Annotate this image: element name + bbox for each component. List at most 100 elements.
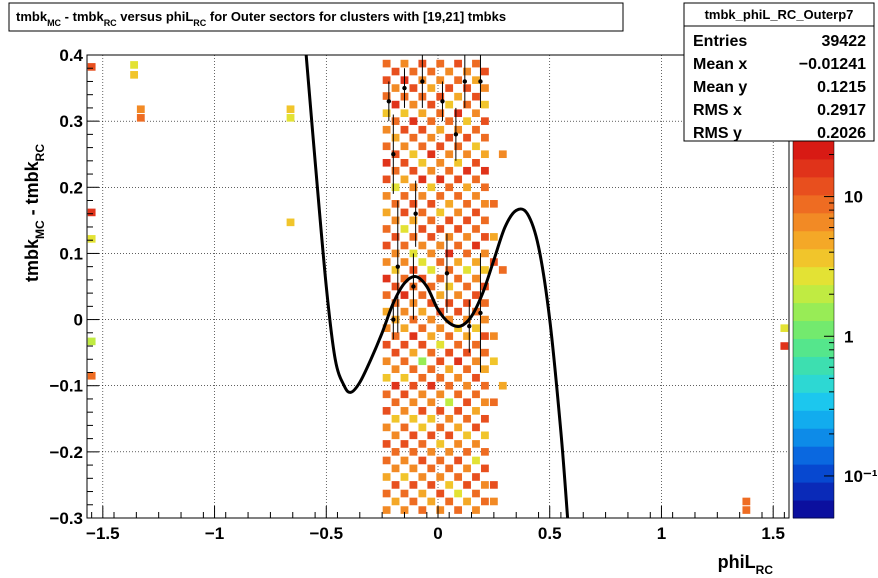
heatmap-cell-247 (454, 241, 463, 250)
profile-point-13 (478, 79, 483, 84)
ylabel-main: tmbk (22, 238, 42, 282)
stats-label-mean-x: Mean x (693, 56, 747, 73)
heatmap-cell-18 (382, 92, 391, 100)
heatmap-cell-65 (391, 414, 400, 423)
palette-segment-15 (793, 230, 834, 250)
heatmap-cell-147 (418, 407, 427, 415)
heatmap-cell-107 (409, 200, 418, 208)
y-tick-label-0: −0.3 (49, 509, 83, 528)
heatmap-cell-150 (418, 456, 427, 465)
heatmap-cell-57 (391, 282, 400, 291)
stats-value-rms-x: 0.2917 (817, 102, 866, 119)
heatmap-cell-26 (382, 225, 391, 233)
heatmap-cell-283 (463, 381, 471, 390)
heatmap-cell-33 (382, 340, 391, 349)
heatmap-cell-322 (481, 117, 489, 125)
grid-lines (87, 54, 789, 519)
heatmap-cell-79 (400, 192, 409, 200)
title-sub-mc: MC (47, 18, 61, 28)
heatmap-cell-347 (489, 233, 498, 241)
palette-segment-2 (793, 464, 834, 483)
heatmap-cell-41 (382, 473, 391, 481)
heatmap-cell-220 (445, 249, 454, 258)
heatmap-cell-100 (409, 84, 418, 92)
heatmap-cell-11 (286, 218, 295, 227)
palette-segment-6 (793, 392, 834, 411)
stats-value-rms-y: 0.2026 (817, 125, 866, 142)
fit-curve (304, 55, 570, 518)
heatmap-cell-356 (498, 381, 507, 390)
heatmap-cell-36 (382, 390, 391, 399)
heatmap-cell-209 (445, 67, 454, 76)
heatmap-cell-151 (418, 473, 427, 481)
palette-segment-9 (793, 338, 834, 357)
heatmap-cell-261 (454, 473, 463, 481)
heatmap-cell-353 (489, 497, 498, 506)
heatmap-cell-186 (436, 142, 445, 151)
palette-segment-17 (793, 194, 834, 214)
heatmap-cell-110 (409, 249, 418, 258)
palette-segment-7 (793, 374, 834, 393)
x-tick-label-4: 0.5 (538, 524, 562, 543)
heatmap-cell-68 (391, 464, 400, 473)
heatmap-cell-278 (463, 299, 471, 307)
heatmap-cell-37 (382, 407, 391, 415)
heatmap-cell-187 (436, 159, 445, 167)
heatmap-cell-351 (489, 398, 498, 407)
heatmap-cell-284 (463, 398, 471, 407)
title-part-4: versus phiL (117, 9, 194, 24)
heatmap-cell-125 (409, 497, 418, 506)
heatmap-cell-190 (436, 208, 445, 217)
heatmap-cell-66 (391, 431, 400, 440)
xlabel-sub: RC (756, 563, 774, 577)
heatmap-cell-292 (472, 76, 480, 84)
heatmap-cell-145 (418, 373, 427, 382)
heatmap-cell-295 (472, 125, 480, 134)
heatmap-cell-134 (418, 192, 427, 200)
heatmap-cell-149 (418, 440, 427, 448)
heatmap-cell-325 (481, 166, 489, 175)
heatmap-cell-273 (463, 216, 471, 225)
heatmap-cell-139 (418, 274, 427, 283)
palette-segment-3 (793, 446, 834, 465)
heatmap-cell-13 (780, 342, 789, 350)
heatmap-cell-39 (382, 440, 391, 448)
heatmap-cell-354 (498, 150, 507, 159)
heatmap-cell-225 (445, 332, 454, 340)
heatmap-cell-298 (472, 175, 480, 184)
heatmap-cell-85 (400, 291, 409, 299)
heatmap-cell-106 (409, 183, 418, 192)
heatmap-cell-60 (391, 332, 400, 340)
heatmap-cell-179 (427, 481, 436, 489)
heatmap-cell-312 (472, 407, 480, 415)
heatmap-cell-169 (427, 315, 436, 324)
heatmap-cell-222 (445, 282, 454, 291)
heatmap-cell-5 (130, 61, 139, 69)
heatmap-cell-131 (418, 142, 427, 151)
heatmap-cell-266 (463, 100, 471, 109)
heatmap-cell-89 (400, 357, 409, 366)
palette-segment-18 (793, 176, 834, 196)
heatmap-cell-246 (454, 225, 463, 233)
heatmap-cell-281 (463, 348, 471, 357)
title-part-6: for Outer sectors for clusters with [19,… (206, 9, 506, 24)
ylabel-mid: - tmbk (22, 160, 42, 220)
heatmap-cell-74 (400, 109, 409, 118)
heatmap-cell-291 (472, 59, 480, 68)
title-part-0: tmbk (16, 9, 48, 24)
heatmap-cell-30 (382, 291, 391, 299)
profile-points-layer (386, 55, 483, 373)
heatmap-cell-135 (418, 208, 427, 217)
heatmap-cell-303 (472, 258, 480, 266)
heatmap-cell-153 (418, 506, 427, 514)
heatmap-cell-276 (463, 266, 471, 274)
heatmap-cell-69 (391, 481, 400, 489)
axes-layer: −1.5 −1 −0.5 0 0.5 1 1.5 −0.3 −0.2 −0.1 0 0.1 0.2 0.3… (49, 46, 785, 543)
heatmap-cell-10 (286, 114, 295, 122)
heatmap-cell-86 (400, 307, 409, 316)
heatmap-cell-212 (445, 117, 454, 125)
profile-point-11 (462, 79, 468, 84)
heatmap-cell-136 (418, 225, 427, 233)
heatmap-cell-71 (400, 59, 409, 68)
heatmap-cell-259 (454, 440, 463, 448)
